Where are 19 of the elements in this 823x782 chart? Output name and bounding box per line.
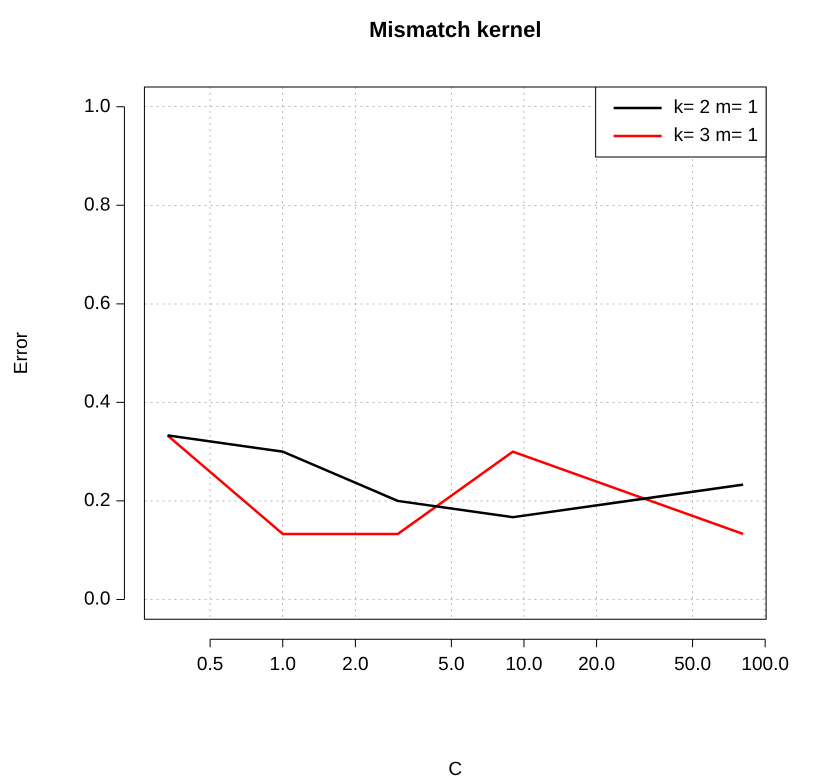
x-tick-label: 20.0 — [578, 654, 616, 675]
x-tick-label: 5.0 — [438, 654, 465, 675]
x-tick-label: 0.5 — [196, 654, 224, 675]
chart-title: Mismatch kernel — [369, 17, 542, 42]
legend-label: k= 2 m= 1 — [674, 97, 758, 118]
x-tick-label: 50.0 — [674, 654, 712, 675]
x-tick-label: 10.0 — [505, 654, 542, 675]
x-tick-label: 100.0 — [741, 654, 789, 675]
x-tick-label: 1.0 — [270, 654, 296, 675]
y-tick-label: 0.8 — [84, 194, 110, 216]
x-tick-label: 2.0 — [342, 654, 369, 675]
y-tick-label: 1.0 — [84, 96, 110, 117]
y-tick-label: 0.6 — [84, 293, 110, 314]
y-tick-label: 0.0 — [84, 588, 110, 610]
x-axis-title: C — [448, 759, 462, 780]
y-axis-title: Error — [11, 331, 32, 374]
y-tick-label: 0.2 — [84, 490, 110, 512]
legend-label: k= 3 m= 1 — [674, 125, 758, 146]
y-tick-label: 0.4 — [84, 392, 111, 413]
